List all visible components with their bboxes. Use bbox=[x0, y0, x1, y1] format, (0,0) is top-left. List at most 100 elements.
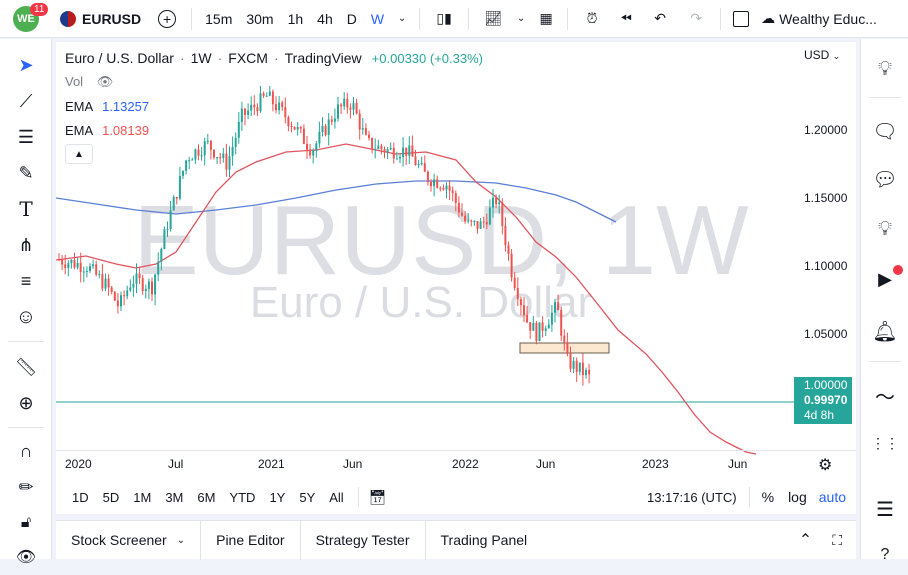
ema-fast-legend[interactable]: EMA 1.08139 bbox=[65, 123, 149, 138]
lightbulb-icon: 💡︎ bbox=[878, 57, 892, 80]
indicators-dropdown[interactable]: ⌄ bbox=[511, 0, 531, 38]
chats-button[interactable]: 🗨︎ bbox=[861, 111, 908, 151]
magnet-tool[interactable]: ∩ bbox=[0, 433, 52, 469]
market-overview-button[interactable]: 〜 bbox=[861, 375, 908, 415]
chevron-up-icon: ▲ bbox=[74, 148, 84, 160]
tab-pine-editor[interactable]: Pine Editor bbox=[201, 520, 301, 560]
range-all[interactable]: All bbox=[329, 489, 344, 505]
logo-button[interactable]: WE 11 bbox=[0, 0, 52, 38]
rewind-icon: ⏪︎ bbox=[620, 10, 632, 26]
measure-tool[interactable]: 📏︎ bbox=[0, 349, 52, 385]
layout-button[interactable]: ▦ bbox=[531, 0, 561, 38]
drawing-toolbar: ➤ ⟋ ☰ ✎ T ⋔ ≡ ☺ 📏︎ ⊕ ∩ ✏︎ 🔓︎ 👁︎ bbox=[0, 39, 52, 566]
time-tick: Jun bbox=[728, 457, 748, 471]
interval-30m[interactable]: 30m bbox=[246, 10, 274, 27]
trendline-tool[interactable]: ⟋ bbox=[0, 83, 52, 119]
stay-drawing-tool[interactable]: ✏︎ bbox=[0, 469, 52, 505]
text-tool[interactable]: T bbox=[0, 191, 52, 227]
dom-button[interactable]: ⋮⋮ bbox=[861, 423, 908, 463]
price-tick: 1.10000 bbox=[804, 259, 848, 273]
chart-type-button[interactable]: ▯▮ bbox=[426, 0, 462, 38]
help-button[interactable]: ? bbox=[861, 535, 908, 575]
currency-label: USD bbox=[804, 48, 830, 62]
time-tick: 2022 bbox=[452, 457, 479, 471]
watermark-description: Euro / U.S. Dollar bbox=[250, 278, 592, 327]
ema-slow-legend[interactable]: EMA 1.13257 bbox=[65, 99, 149, 114]
replay-button[interactable]: ⏪︎ bbox=[610, 0, 642, 38]
time-tick: 2023 bbox=[642, 457, 669, 471]
alert-button[interactable]: ⏰︎ bbox=[574, 0, 610, 38]
live-streams-button[interactable]: ▶︎ bbox=[861, 259, 908, 299]
date-range-calendar-icon[interactable]: 📅︎ bbox=[368, 488, 387, 505]
collapse-legend-button[interactable]: ▲ bbox=[65, 144, 93, 164]
chart-canvas[interactable]: EURUSD, 1W Euro / U.S. Dollar bbox=[56, 42, 856, 480]
range-1m[interactable]: 1M bbox=[133, 489, 152, 505]
interval-dropdown[interactable]: ⌄ bbox=[391, 0, 413, 38]
range-1y[interactable]: 1Y bbox=[269, 489, 286, 505]
eye-icon: 👁︎ bbox=[15, 549, 37, 566]
brush-tool[interactable]: ✎ bbox=[0, 155, 52, 191]
account-button[interactable]: ☁︎ Wealthy Educ... bbox=[755, 0, 883, 38]
streams-button[interactable]: 💡︎ bbox=[861, 209, 908, 249]
pattern-tool[interactable]: ⋔ bbox=[0, 227, 52, 263]
forecast-tool[interactable]: ≡ bbox=[0, 263, 52, 299]
undo-button[interactable]: ↶ bbox=[642, 0, 678, 38]
ideas-button[interactable]: 💡︎ bbox=[861, 49, 908, 89]
object-tree-button[interactable]: ☰ bbox=[861, 489, 908, 529]
icons-tool[interactable]: ☺ bbox=[0, 299, 52, 335]
hide-drawings-tool[interactable]: 👁︎ bbox=[0, 539, 52, 575]
maximize-panel-icon[interactable]: ⛶ bbox=[832, 531, 842, 548]
tab-stock-screener[interactable]: Stock Screener ⌄ bbox=[56, 520, 202, 560]
time-axis[interactable]: 2020 Jul 2021 Jun 2022 Jun 2023 Jun ⚙ bbox=[56, 450, 856, 480]
comments-button[interactable]: 💬︎ bbox=[861, 159, 908, 199]
zoom-tool[interactable]: ⊕ bbox=[0, 385, 52, 421]
interval-D[interactable]: D bbox=[346, 10, 357, 27]
chevron-down-icon: ⌄ bbox=[397, 13, 407, 24]
interval-15m[interactable]: 15m bbox=[205, 10, 233, 27]
lock-drawings-tool[interactable]: 🔓︎ bbox=[0, 505, 52, 541]
range-5y[interactable]: 5Y bbox=[299, 489, 316, 505]
range-bar: 1D 5D 1M 3M 6M YTD 1Y 5Y All 📅︎ 13:17:16 (UTC) %… bbox=[56, 480, 856, 514]
cloud-icon: ☁︎ bbox=[761, 10, 776, 26]
range-buttons: 1D 5D 1M 3M 6M YTD 1Y 5Y All bbox=[72, 490, 358, 505]
auto-scale-toggle[interactable]: auto bbox=[818, 489, 846, 505]
volume-legend[interactable]: Vol 👁︎ bbox=[65, 74, 113, 90]
eye-hidden-icon[interactable]: 👁︎ bbox=[96, 74, 114, 89]
chart-pane[interactable]: EURUSD, 1W Euro / U.S. Dollar Euro / U.S… bbox=[56, 42, 856, 480]
range-1d[interactable]: 1D bbox=[72, 489, 89, 505]
range-3m[interactable]: 3M bbox=[165, 489, 184, 505]
ema-label: EMA bbox=[65, 123, 93, 138]
tab-strategy-tester[interactable]: Strategy Tester bbox=[301, 520, 426, 560]
interval-1h[interactable]: 1h bbox=[287, 10, 304, 27]
time-tick: Jul bbox=[168, 457, 184, 471]
redo-button[interactable]: ↷ bbox=[678, 0, 714, 38]
range-ytd[interactable]: YTD bbox=[229, 489, 256, 505]
right-sidebar: 💡︎ 🗨︎ 💬︎ 💡︎ ▶︎ 🔔︎ 〜 ⋮⋮ ☰ ? bbox=[860, 39, 908, 563]
tab-label: Strategy Tester bbox=[315, 532, 410, 548]
price-axis[interactable]: USD ⌄ 1.20000 1.15000 1.10000 1.05000 1.… bbox=[794, 42, 856, 442]
ema-slow-line bbox=[56, 180, 617, 223]
tab-label: Trading Panel bbox=[440, 532, 528, 548]
candlestick-series bbox=[58, 85, 591, 386]
percent-scale-toggle[interactable]: % bbox=[761, 489, 775, 505]
currency-selector[interactable]: USD ⌄ bbox=[804, 48, 840, 62]
range-5d[interactable]: 5D bbox=[102, 489, 120, 505]
cursor-tool[interactable]: ➤ bbox=[0, 47, 52, 83]
square-icon bbox=[733, 10, 750, 27]
indicators-button[interactable]: 📈︎ bbox=[475, 0, 511, 38]
chart-settings-gear-icon[interactable]: ⚙ bbox=[818, 457, 833, 474]
time-tick: Jun bbox=[343, 457, 363, 471]
expand-panel-chevron-up-icon[interactable]: ⌃ bbox=[798, 532, 813, 549]
alerts-button[interactable]: 🔔︎ bbox=[861, 311, 908, 351]
interval-4h[interactable]: 4h bbox=[317, 10, 333, 27]
fib-tool[interactable]: ☰ bbox=[0, 119, 52, 155]
utc-clock[interactable]: 13:17:16 (UTC) bbox=[647, 489, 737, 505]
fullscreen-button[interactable] bbox=[727, 0, 755, 38]
interval-W[interactable]: W bbox=[370, 10, 385, 27]
tab-trading-panel[interactable]: Trading Panel bbox=[426, 521, 543, 560]
range-6m[interactable]: 6M bbox=[197, 489, 216, 505]
log-scale-toggle[interactable]: log bbox=[788, 489, 807, 505]
account-name: Wealthy Educ... bbox=[779, 10, 877, 27]
symbol-search-button[interactable]: EURUSD bbox=[52, 0, 149, 38]
compare-button[interactable]: + bbox=[149, 0, 185, 38]
